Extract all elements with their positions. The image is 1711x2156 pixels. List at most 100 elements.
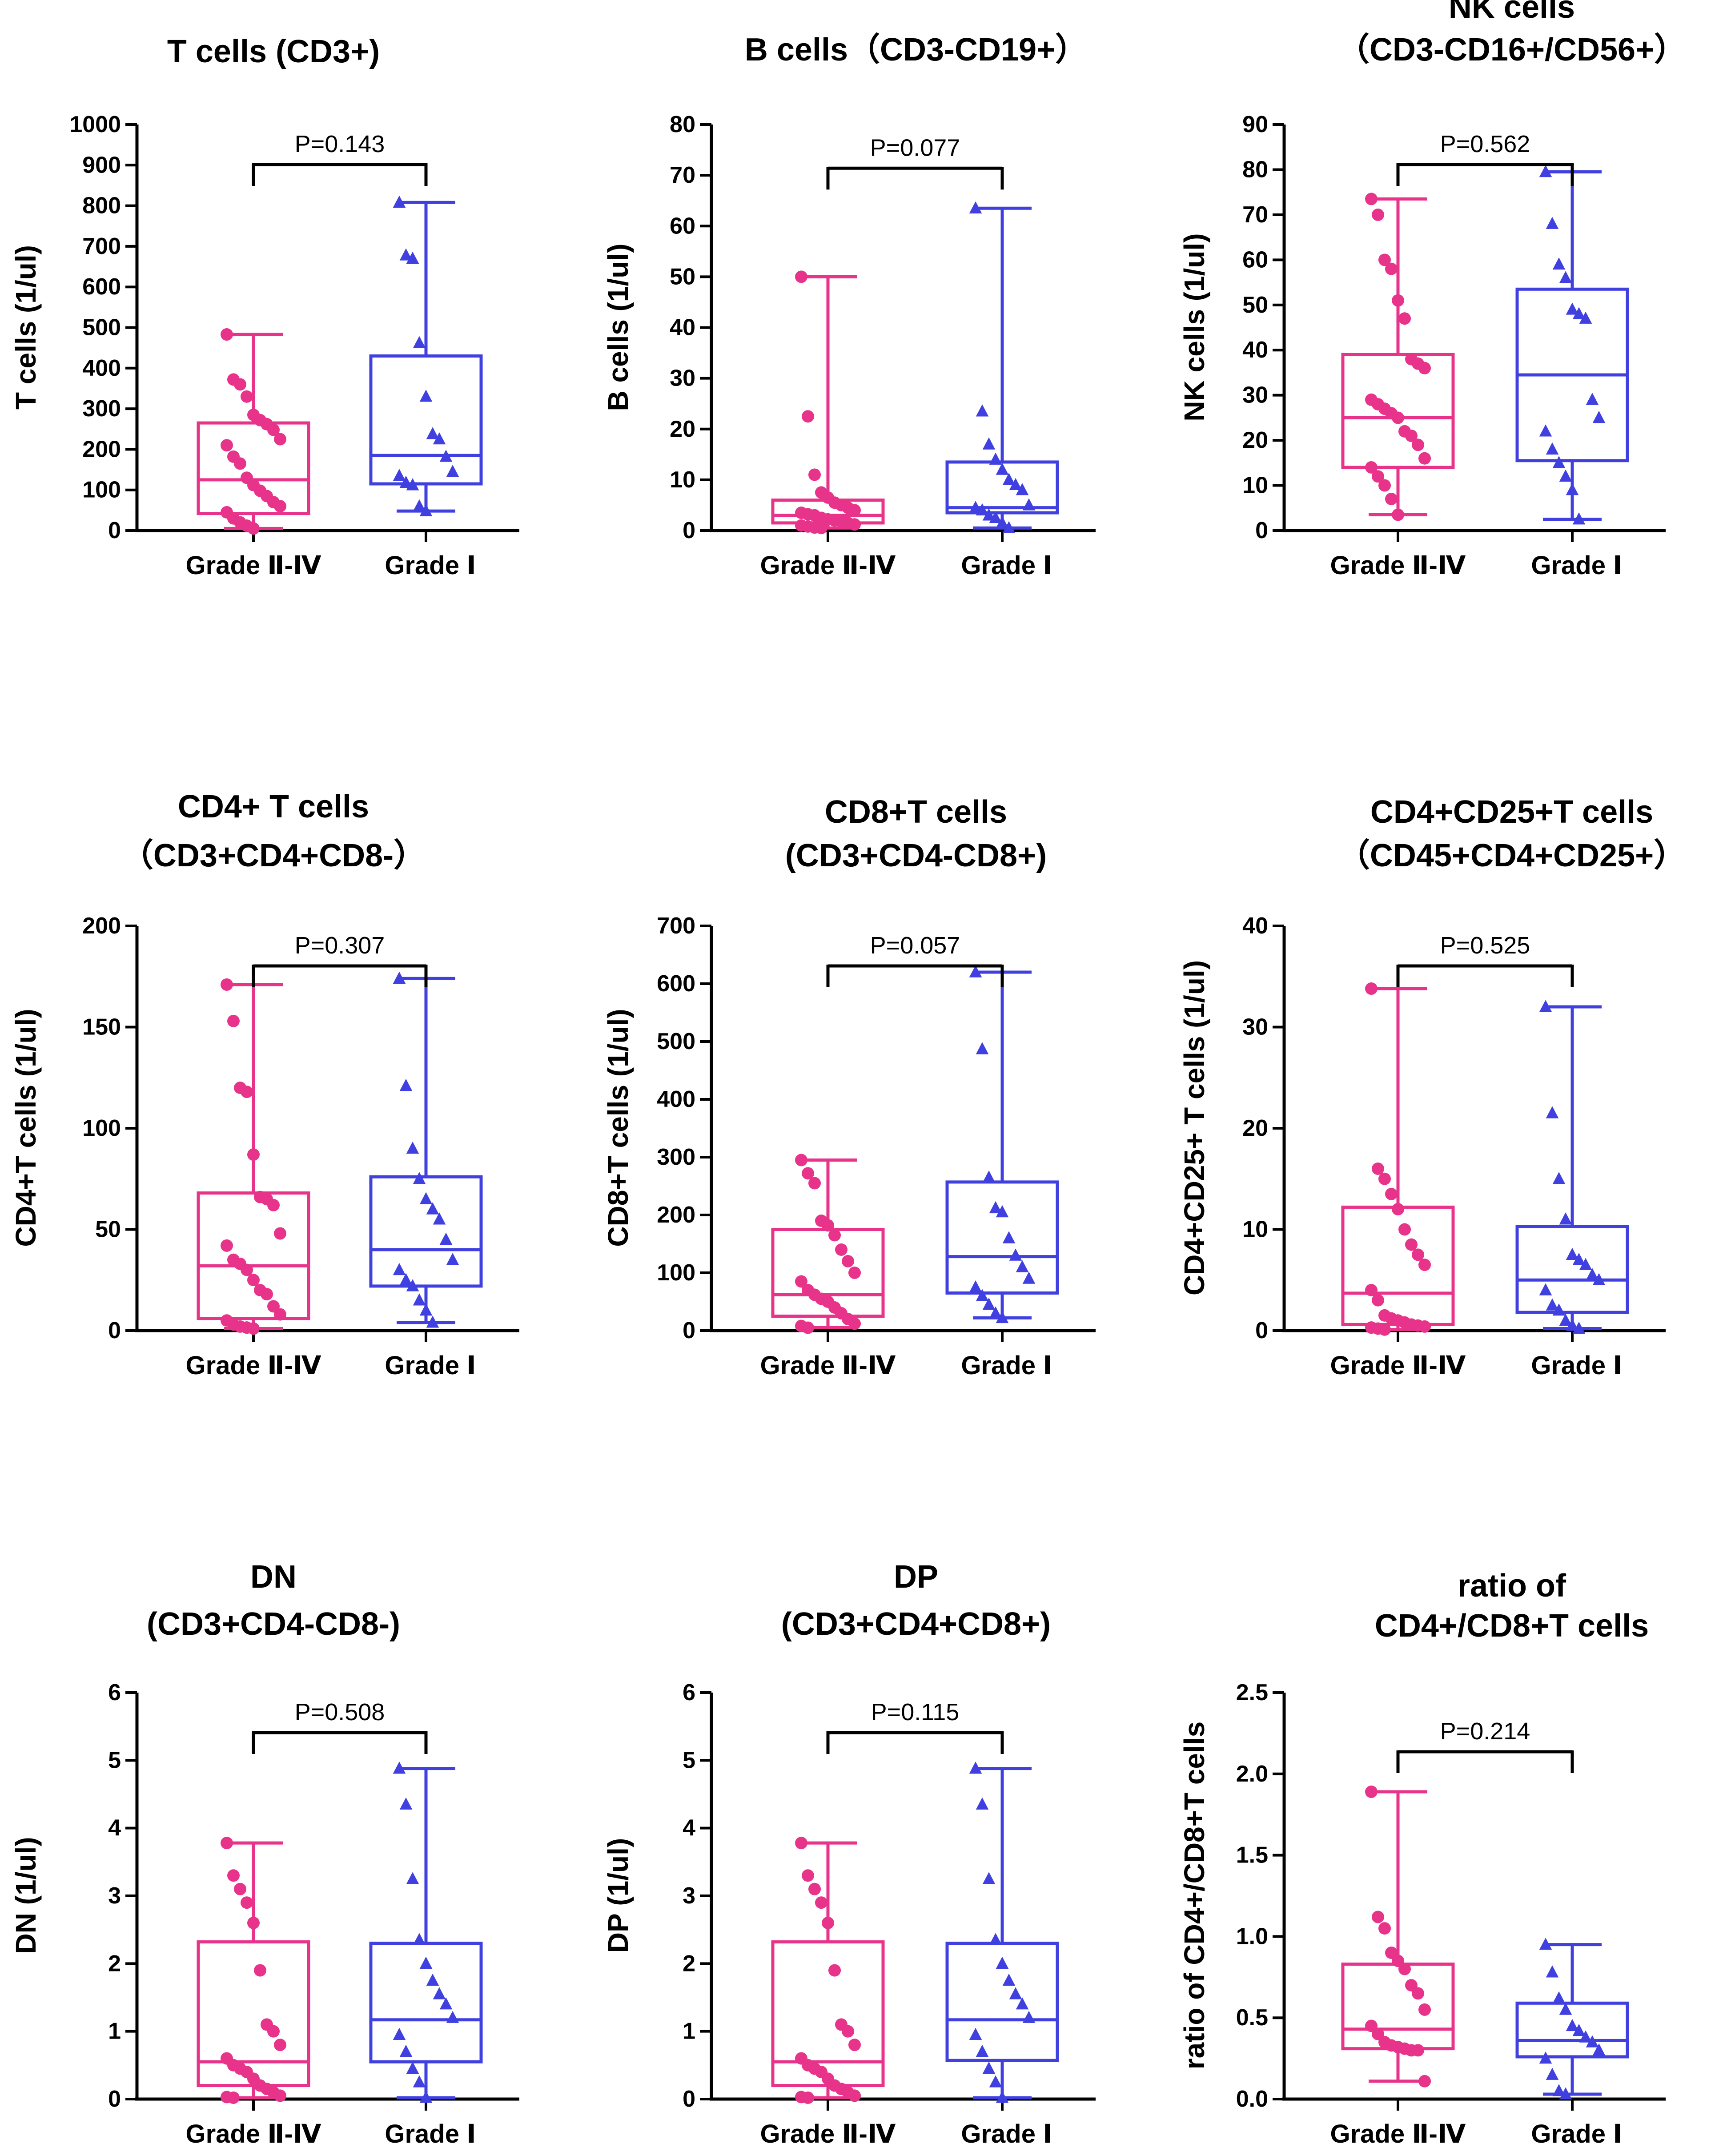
data-point bbox=[828, 1964, 841, 1977]
box-iqr bbox=[197, 421, 310, 515]
y-tick-label: 1 bbox=[108, 2019, 121, 2044]
box-iqr bbox=[197, 1191, 310, 1320]
data-point bbox=[1378, 479, 1391, 492]
data-point bbox=[989, 1933, 1002, 1945]
data-point bbox=[234, 1882, 246, 1895]
x-category-label: Grade Ⅱ-Ⅳ bbox=[186, 1351, 321, 1380]
data-point bbox=[989, 1201, 1002, 1214]
y-tick-label: 30 bbox=[1242, 382, 1268, 408]
data-point bbox=[426, 427, 439, 439]
data-point bbox=[413, 1293, 426, 1306]
data-point bbox=[989, 452, 1002, 465]
data-point bbox=[1365, 193, 1378, 205]
chart-title: T cells (CD3+) bbox=[167, 34, 380, 69]
data-point bbox=[439, 450, 453, 462]
x-category-label: Grade Ⅰ bbox=[961, 2120, 1052, 2148]
data-point bbox=[406, 1141, 419, 1154]
data-point bbox=[446, 465, 459, 477]
data-point bbox=[828, 1229, 841, 1242]
box-iqr bbox=[1515, 2001, 1629, 2059]
series-grade-ii-iv bbox=[771, 1837, 885, 2104]
data-point bbox=[976, 503, 989, 516]
data-point bbox=[413, 1933, 426, 1945]
data-point bbox=[426, 1973, 439, 1986]
data-point bbox=[1405, 429, 1418, 442]
data-point bbox=[1418, 2003, 1431, 2016]
data-point bbox=[1398, 312, 1411, 325]
chart-panel-6: CD4+CD25+T cells （CD45+CD4+CD25+） CD4+CD25… bbox=[1178, 794, 1686, 1380]
chart-panel-4: CD4+ T cells （CD3+CD4+CD8-） CD4+T cells (1… bbox=[10, 789, 519, 1380]
chart-title: ratio of bbox=[1458, 1568, 1566, 1604]
chart-title: (CD3+CD4-CD8-) bbox=[147, 1606, 400, 1642]
y-tick-label: 70 bbox=[1242, 202, 1268, 228]
data-point bbox=[989, 511, 1002, 523]
x-category-label: Grade Ⅰ bbox=[385, 2120, 476, 2148]
data-point bbox=[1365, 982, 1378, 995]
data-point bbox=[1592, 410, 1606, 423]
data-point bbox=[1009, 1987, 1022, 1999]
data-point bbox=[419, 1303, 433, 1316]
y-tick-label: 0.0 bbox=[1236, 2086, 1268, 2112]
data-point bbox=[795, 270, 807, 283]
chart-panel-7: DN (CD3+CD4-CD8-) DN (1/ul) 0 1 2 3 4 5 6 Grade Ⅱ-… bbox=[10, 1559, 519, 2148]
data-point bbox=[221, 1837, 233, 1850]
box-iqr bbox=[771, 1940, 885, 2088]
data-point bbox=[1552, 2084, 1566, 2096]
y-tick-label: 600 bbox=[82, 274, 121, 300]
p-value-label: P=0.525 bbox=[1440, 932, 1530, 959]
chart-panel-2: B cells（CD3-CD19+） B cells (1/ul) 0 10 20 30 4… bbox=[602, 32, 1096, 580]
data-point bbox=[1385, 492, 1398, 505]
x-category-label: Grade Ⅱ-Ⅳ bbox=[760, 551, 896, 580]
y-tick-label: 90 bbox=[1242, 112, 1268, 137]
data-point bbox=[1579, 311, 1592, 324]
data-point bbox=[247, 1148, 260, 1161]
data-point bbox=[969, 1280, 982, 1293]
data-point bbox=[393, 971, 406, 984]
series-grade-i bbox=[945, 201, 1059, 533]
y-tick-label: 3 bbox=[108, 1883, 121, 1909]
box-iqr bbox=[945, 460, 1059, 515]
data-point bbox=[795, 1837, 807, 1850]
data-point bbox=[247, 1322, 260, 1335]
y-tick-label: 1 bbox=[683, 2019, 695, 2044]
y-tick-label: 300 bbox=[657, 1144, 695, 1170]
x-category-label: Grade Ⅱ-Ⅳ bbox=[760, 1351, 896, 1380]
data-point bbox=[989, 2075, 1002, 2088]
data-point bbox=[1546, 217, 1559, 229]
y-axis-label: T cells (1/ul) bbox=[10, 245, 42, 410]
data-point bbox=[419, 1956, 433, 1969]
y-tick-label: 0 bbox=[683, 2086, 695, 2112]
data-point bbox=[1392, 508, 1404, 521]
y-tick-label: 80 bbox=[1242, 157, 1268, 182]
data-point bbox=[393, 1263, 406, 1275]
data-point bbox=[976, 2044, 989, 2057]
box-iqr bbox=[197, 1940, 310, 2088]
series-grade-ii-iv bbox=[1341, 1786, 1455, 2088]
chart-title: (CD3+CD4-CD8+) bbox=[785, 838, 1047, 873]
data-point bbox=[1372, 1911, 1384, 1923]
data-point bbox=[802, 1167, 814, 1180]
p-value-label: P=0.077 bbox=[870, 134, 960, 161]
x-category-label: Grade Ⅰ bbox=[1531, 2120, 1622, 2148]
y-tick-label: 80 bbox=[670, 112, 695, 137]
x-category-label: Grade Ⅱ-Ⅳ bbox=[1330, 551, 1466, 580]
data-point bbox=[1365, 1284, 1378, 1296]
y-axis-label: ratio of CD4+/CD8+T cells bbox=[1178, 1722, 1210, 2069]
data-point bbox=[393, 469, 406, 481]
box-iqr bbox=[945, 1942, 1059, 2062]
data-point bbox=[1398, 1223, 1411, 1236]
data-point bbox=[406, 2061, 419, 2074]
y-tick-label: 400 bbox=[657, 1086, 695, 1112]
data-point bbox=[802, 410, 814, 423]
data-point bbox=[433, 1987, 446, 1999]
data-point bbox=[1579, 1258, 1592, 1270]
data-point bbox=[1009, 1248, 1022, 1261]
p-value-label: P=0.562 bbox=[1440, 131, 1530, 157]
data-point bbox=[433, 432, 446, 445]
y-tick-label: 200 bbox=[82, 913, 121, 939]
x-category-label: Grade Ⅱ-Ⅳ bbox=[186, 2120, 321, 2148]
data-point bbox=[1566, 483, 1579, 495]
data-point bbox=[835, 1243, 847, 1256]
data-point bbox=[433, 1212, 446, 1225]
